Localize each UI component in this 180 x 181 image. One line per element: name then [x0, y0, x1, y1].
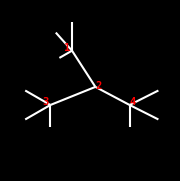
Text: 3: 3: [43, 97, 49, 107]
Text: 1: 1: [64, 43, 71, 53]
Text: 4: 4: [129, 97, 135, 107]
Text: 2: 2: [95, 81, 101, 91]
